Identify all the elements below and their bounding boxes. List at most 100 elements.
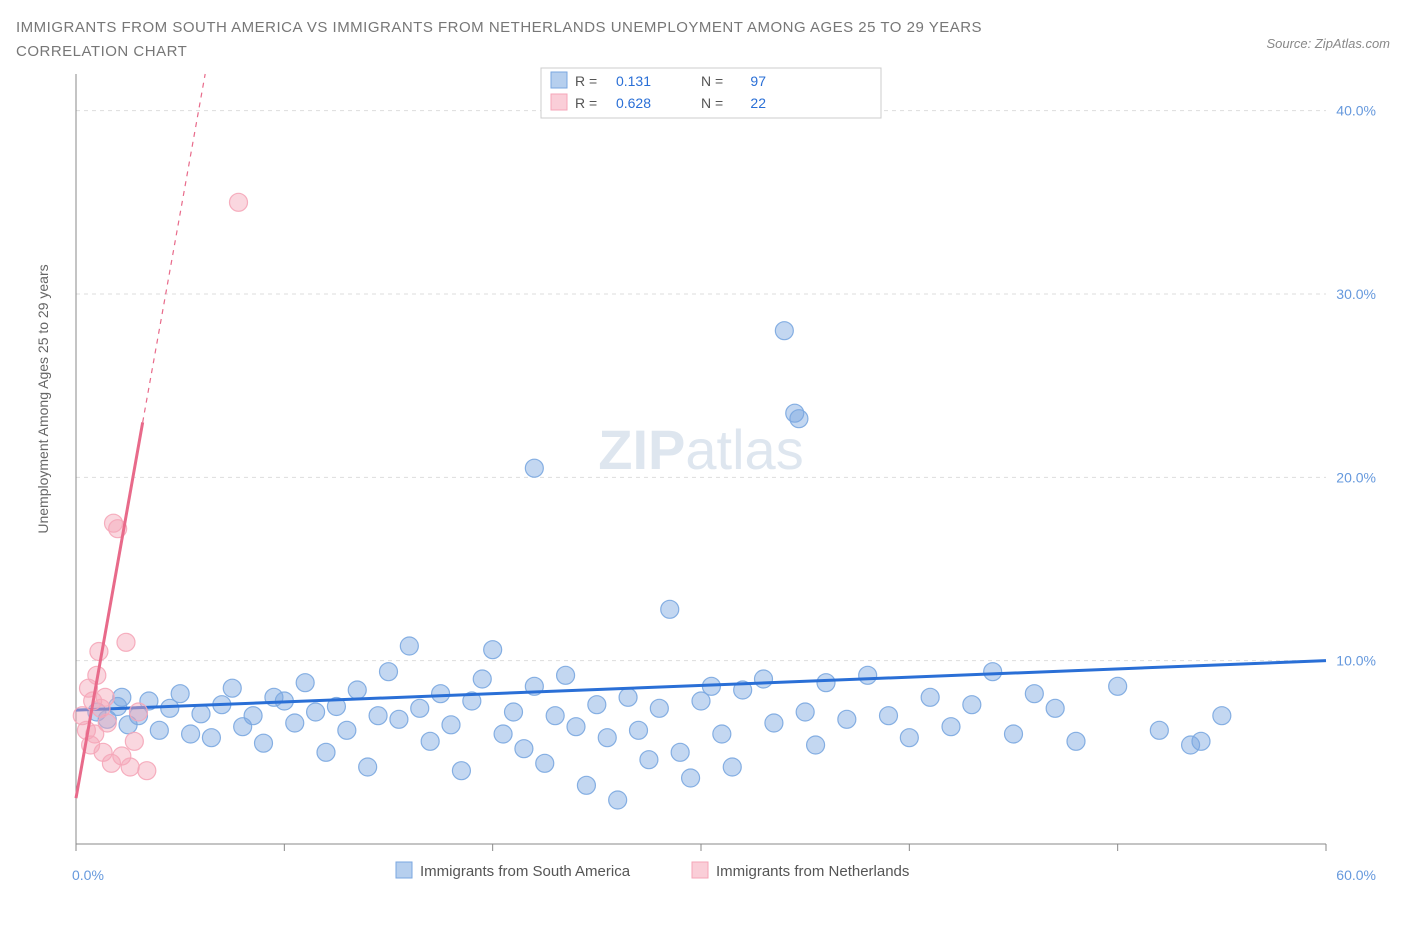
y-axis-title: Unemployment Among Ages 25 to 29 years (35, 264, 51, 533)
data-point (661, 600, 679, 618)
data-point (1025, 685, 1043, 703)
data-point (640, 751, 658, 769)
data-point (1109, 677, 1127, 695)
data-point (619, 688, 637, 706)
correlation-chart: ZIPatlas10.0%20.0%30.0%40.0%0.0%60.0%Une… (16, 64, 1390, 894)
data-point (1213, 707, 1231, 725)
data-point (984, 663, 1002, 681)
legend-r-value: 0.628 (616, 95, 651, 111)
legend-n-value: 22 (750, 95, 766, 111)
data-point (900, 729, 918, 747)
data-point (359, 758, 377, 776)
data-point (525, 459, 543, 477)
data-point (942, 718, 960, 736)
data-point (171, 685, 189, 703)
data-point (1067, 732, 1085, 750)
data-point (244, 707, 262, 725)
legend-n-label: N = (701, 95, 723, 111)
data-point (790, 410, 808, 428)
y-tick-label: 40.0% (1336, 103, 1376, 119)
data-point (1150, 721, 1168, 739)
data-point (1005, 725, 1023, 743)
data-point (255, 734, 273, 752)
title-line-2: CORRELATION CHART (16, 43, 187, 60)
data-point (473, 670, 491, 688)
data-point (536, 754, 554, 772)
data-point (515, 740, 533, 758)
data-point (317, 743, 335, 761)
data-point (411, 699, 429, 717)
data-point (390, 710, 408, 728)
y-tick-label: 20.0% (1336, 469, 1376, 485)
data-point (138, 762, 156, 780)
y-tick-label: 10.0% (1336, 653, 1376, 669)
trend-line-dash (143, 74, 206, 422)
chart-title: IMMIGRANTS FROM SOUTH AMERICA VS IMMIGRA… (16, 16, 982, 64)
data-point (588, 696, 606, 714)
legend-swatch (551, 94, 567, 110)
data-point (96, 688, 114, 706)
data-point (765, 714, 783, 732)
data-point (505, 703, 523, 721)
data-point (296, 674, 314, 692)
legend-r-label: R = (575, 73, 597, 89)
data-point (452, 762, 470, 780)
data-point (577, 776, 595, 794)
legend-r-label: R = (575, 95, 597, 111)
data-point (963, 696, 981, 714)
data-point (125, 732, 143, 750)
data-point (202, 729, 220, 747)
data-point (484, 641, 502, 659)
data-point (421, 732, 439, 750)
data-point (609, 791, 627, 809)
data-point (113, 688, 131, 706)
data-point (723, 758, 741, 776)
data-point (775, 322, 793, 340)
legend-r-value: 0.131 (616, 73, 651, 89)
data-point (1192, 732, 1210, 750)
data-point (838, 710, 856, 728)
data-point (182, 725, 200, 743)
data-point (400, 637, 418, 655)
data-point (921, 688, 939, 706)
data-point (567, 718, 585, 736)
legend-swatch (396, 862, 412, 878)
data-point (671, 743, 689, 761)
legend-n-value: 97 (750, 73, 766, 89)
legend-swatch (692, 862, 708, 878)
data-point (442, 716, 460, 734)
data-point (380, 663, 398, 681)
data-point (557, 666, 575, 684)
data-point (713, 725, 731, 743)
data-point (546, 707, 564, 725)
title-line-1: IMMIGRANTS FROM SOUTH AMERICA VS IMMIGRA… (16, 19, 982, 36)
source-label: Source: ZipAtlas.com (1266, 16, 1390, 51)
data-point (223, 679, 241, 697)
data-point (494, 725, 512, 743)
data-point (807, 736, 825, 754)
watermark: ZIPatlas (598, 418, 803, 481)
data-point (230, 193, 248, 211)
legend-series-label: Immigrants from Netherlands (716, 863, 909, 880)
legend-n-label: N = (701, 73, 723, 89)
data-point (817, 674, 835, 692)
data-point (1046, 699, 1064, 717)
data-point (859, 666, 877, 684)
data-point (432, 685, 450, 703)
x-tick-label: 0.0% (72, 867, 104, 883)
data-point (369, 707, 387, 725)
legend-series-label: Immigrants from South America (420, 863, 631, 880)
data-point (286, 714, 304, 732)
data-point (130, 703, 148, 721)
data-point (307, 703, 325, 721)
data-point (338, 721, 356, 739)
data-point (650, 699, 668, 717)
data-point (682, 769, 700, 787)
data-point (796, 703, 814, 721)
data-point (598, 729, 616, 747)
legend-swatch (551, 72, 567, 88)
data-point (150, 721, 168, 739)
data-point (880, 707, 898, 725)
data-point (348, 681, 366, 699)
data-point (755, 670, 773, 688)
